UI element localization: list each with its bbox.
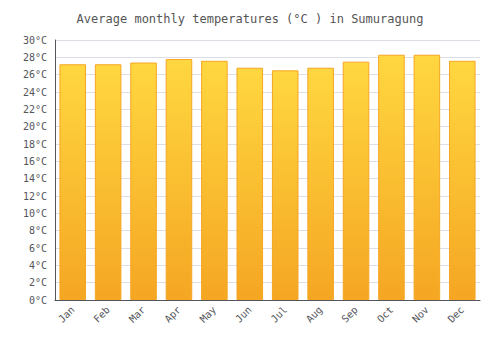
svg-text:0°C: 0°C bbox=[29, 295, 47, 306]
svg-text:18°C: 18°C bbox=[23, 139, 47, 150]
svg-text:14°C: 14°C bbox=[23, 173, 47, 184]
svg-text:6°C: 6°C bbox=[29, 243, 47, 254]
svg-text:20°C: 20°C bbox=[23, 121, 47, 132]
svg-text:Dec: Dec bbox=[446, 304, 467, 325]
svg-text:Aug: Aug bbox=[304, 304, 325, 325]
svg-text:Nov: Nov bbox=[410, 304, 431, 325]
svg-text:24°C: 24°C bbox=[23, 87, 47, 98]
svg-text:Jan: Jan bbox=[56, 304, 77, 325]
svg-text:8°C: 8°C bbox=[29, 225, 47, 236]
svg-text:Mar: Mar bbox=[127, 304, 148, 325]
svg-text:Average monthly temperatures (: Average monthly temperatures (°C ) in Su… bbox=[77, 12, 424, 26]
svg-text:10°C: 10°C bbox=[23, 208, 47, 219]
svg-text:Sep: Sep bbox=[339, 304, 360, 325]
svg-text:2°C: 2°C bbox=[29, 277, 47, 288]
svg-text:28°C: 28°C bbox=[23, 52, 47, 63]
svg-text:Jul: Jul bbox=[269, 304, 290, 325]
svg-text:May: May bbox=[198, 304, 219, 325]
svg-text:30°C: 30°C bbox=[23, 35, 47, 46]
svg-text:16°C: 16°C bbox=[23, 156, 47, 167]
svg-text:4°C: 4°C bbox=[29, 260, 47, 271]
svg-text:Feb: Feb bbox=[91, 304, 112, 325]
svg-text:26°C: 26°C bbox=[23, 69, 47, 80]
svg-text:12°C: 12°C bbox=[23, 191, 47, 202]
svg-text:Oct: Oct bbox=[375, 304, 396, 325]
svg-text:Apr: Apr bbox=[162, 304, 183, 325]
svg-text:22°C: 22°C bbox=[23, 104, 47, 115]
svg-text:Jun: Jun bbox=[233, 304, 254, 325]
